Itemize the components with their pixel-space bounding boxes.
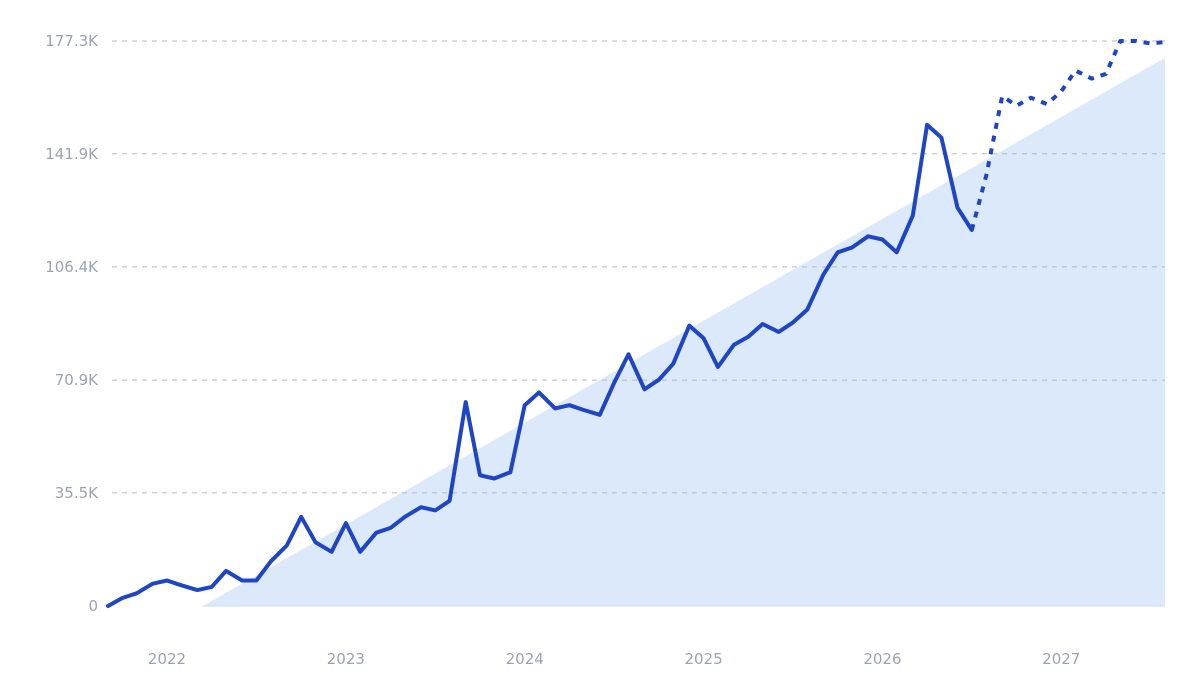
x-tick-label: 2024 [506, 650, 544, 668]
y-tick-label: 35.5K [55, 484, 99, 502]
y-tick-label: 106.4K [45, 258, 99, 276]
series-lines [106, 39, 1166, 608]
x-tick-label: 2023 [327, 650, 365, 668]
y-tick-label: 70.9K [55, 371, 99, 389]
actual-series-line [106, 122, 974, 608]
y-tick-label: 141.9K [45, 145, 99, 163]
y-tick-label: 0 [88, 597, 98, 615]
x-axis-tick-labels: 2022 2023 2024 2025 2026 2027 [148, 650, 1080, 668]
y-tick-label: 177.3K [45, 32, 99, 50]
x-tick-label: 2025 [684, 650, 722, 668]
x-tick-label: 2022 [148, 650, 186, 668]
x-tick-label: 2027 [1042, 650, 1080, 668]
y-axis-tick-labels: 0 35.5K 70.9K 106.4K 141.9K 177.3K [45, 32, 99, 615]
trend-area-layer [202, 57, 1166, 607]
x-tick-label: 2026 [863, 650, 901, 668]
forecast-series-line [969, 39, 1166, 231]
trend-area [202, 57, 1166, 606]
